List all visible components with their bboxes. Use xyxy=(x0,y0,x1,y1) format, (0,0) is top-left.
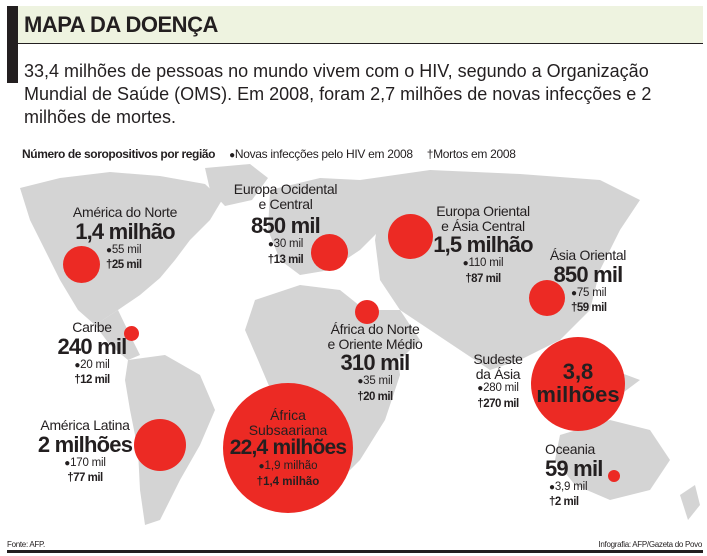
legend: Número de soropositivos por região ●Nova… xyxy=(22,147,516,161)
bubble-southeast-asia[interactable] xyxy=(531,337,625,431)
infographic-credit: Infografia: AFP/Gazeta do Povo xyxy=(598,540,702,549)
legend-lead: Número de soropositivos por região xyxy=(22,147,216,161)
drop-icon: ● xyxy=(477,383,484,395)
header-accent-bar xyxy=(7,6,18,83)
bubble-north-africa[interactable] xyxy=(355,300,379,324)
bubble-subsaharan-africa[interactable] xyxy=(223,383,353,513)
legend-new-infections: ●Novas infecções pelo HIV em 2008 xyxy=(229,147,413,161)
bubble-eastern-europe[interactable] xyxy=(388,214,433,259)
cross-icon: † xyxy=(465,272,472,285)
region-north-africa: África do Norte e Oriente Médio 310 mil … xyxy=(327,321,423,403)
bubble-north-america[interactable] xyxy=(63,246,100,283)
page-title: MAPA DA DOENÇA xyxy=(24,12,218,37)
drop-icon: ● xyxy=(357,376,364,388)
drop-icon: ● xyxy=(549,481,555,493)
bubble-east-asia[interactable] xyxy=(529,280,565,316)
intro-text: 33,4 milhões de pessoas no mundo vivem c… xyxy=(24,61,652,127)
cross-icon: † xyxy=(357,390,364,403)
region-southeast-asia: Sudeste da Ásia ●280 mil †270 mil xyxy=(473,351,523,410)
title-band xyxy=(18,6,703,44)
drop-icon: ● xyxy=(64,457,71,469)
region-latin-america: América Latina 2 milhões ●170 mil †77 mi… xyxy=(37,417,133,485)
region-east-asia: Ásia Oriental 850 mil ●75 mil †59 mil xyxy=(549,247,627,315)
cross-icon: † xyxy=(267,253,274,266)
cross-icon: † xyxy=(256,475,264,488)
southeast-asia-total: 3,8 milhões xyxy=(536,359,620,408)
bubble-oceania[interactable] xyxy=(608,470,620,482)
drop-icon: ● xyxy=(462,258,469,270)
bubble-western-europe[interactable] xyxy=(311,234,348,271)
cross-icon: † xyxy=(106,259,112,272)
region-subsaharan-africa: África Subsaariana 22,4 milhões ●1,9 mil… xyxy=(229,407,347,488)
drop-icon: ● xyxy=(74,359,81,371)
region-caribbean: Caribe 240 mil ●20 mil †12 mil xyxy=(57,319,127,387)
region-oceania: Oceania 59 mil ●3,9 mil †2 mil xyxy=(545,441,603,509)
source-credit: Fonte: AFP. xyxy=(7,540,45,549)
cross-icon: † xyxy=(74,374,81,387)
cross-icon: † xyxy=(549,496,555,509)
region-north-america: América do Norte 1,4 milhão ●55 mil †25 … xyxy=(72,204,178,272)
drop-icon: ● xyxy=(106,244,112,256)
drop-icon: ● xyxy=(571,287,577,299)
region-eastern-europe: Europa Oriental e Ásia Central 1,5 milhã… xyxy=(433,203,533,285)
drop-icon: ● xyxy=(267,239,274,251)
cross-icon: † xyxy=(426,147,434,161)
bubble-latin-america[interactable] xyxy=(134,419,186,471)
drop-icon: ● xyxy=(229,150,235,161)
bubble-caribbean[interactable] xyxy=(124,326,139,341)
legend-deaths: †Mortos em 2008 xyxy=(426,147,516,161)
cross-icon: † xyxy=(67,472,74,485)
cross-icon: † xyxy=(477,397,484,410)
cross-icon: † xyxy=(571,302,577,315)
region-western-europe: Europa Ocidental e Central 850 mil ●30 m… xyxy=(233,181,338,266)
footer-rule xyxy=(7,550,703,553)
drop-icon: ● xyxy=(258,461,265,473)
